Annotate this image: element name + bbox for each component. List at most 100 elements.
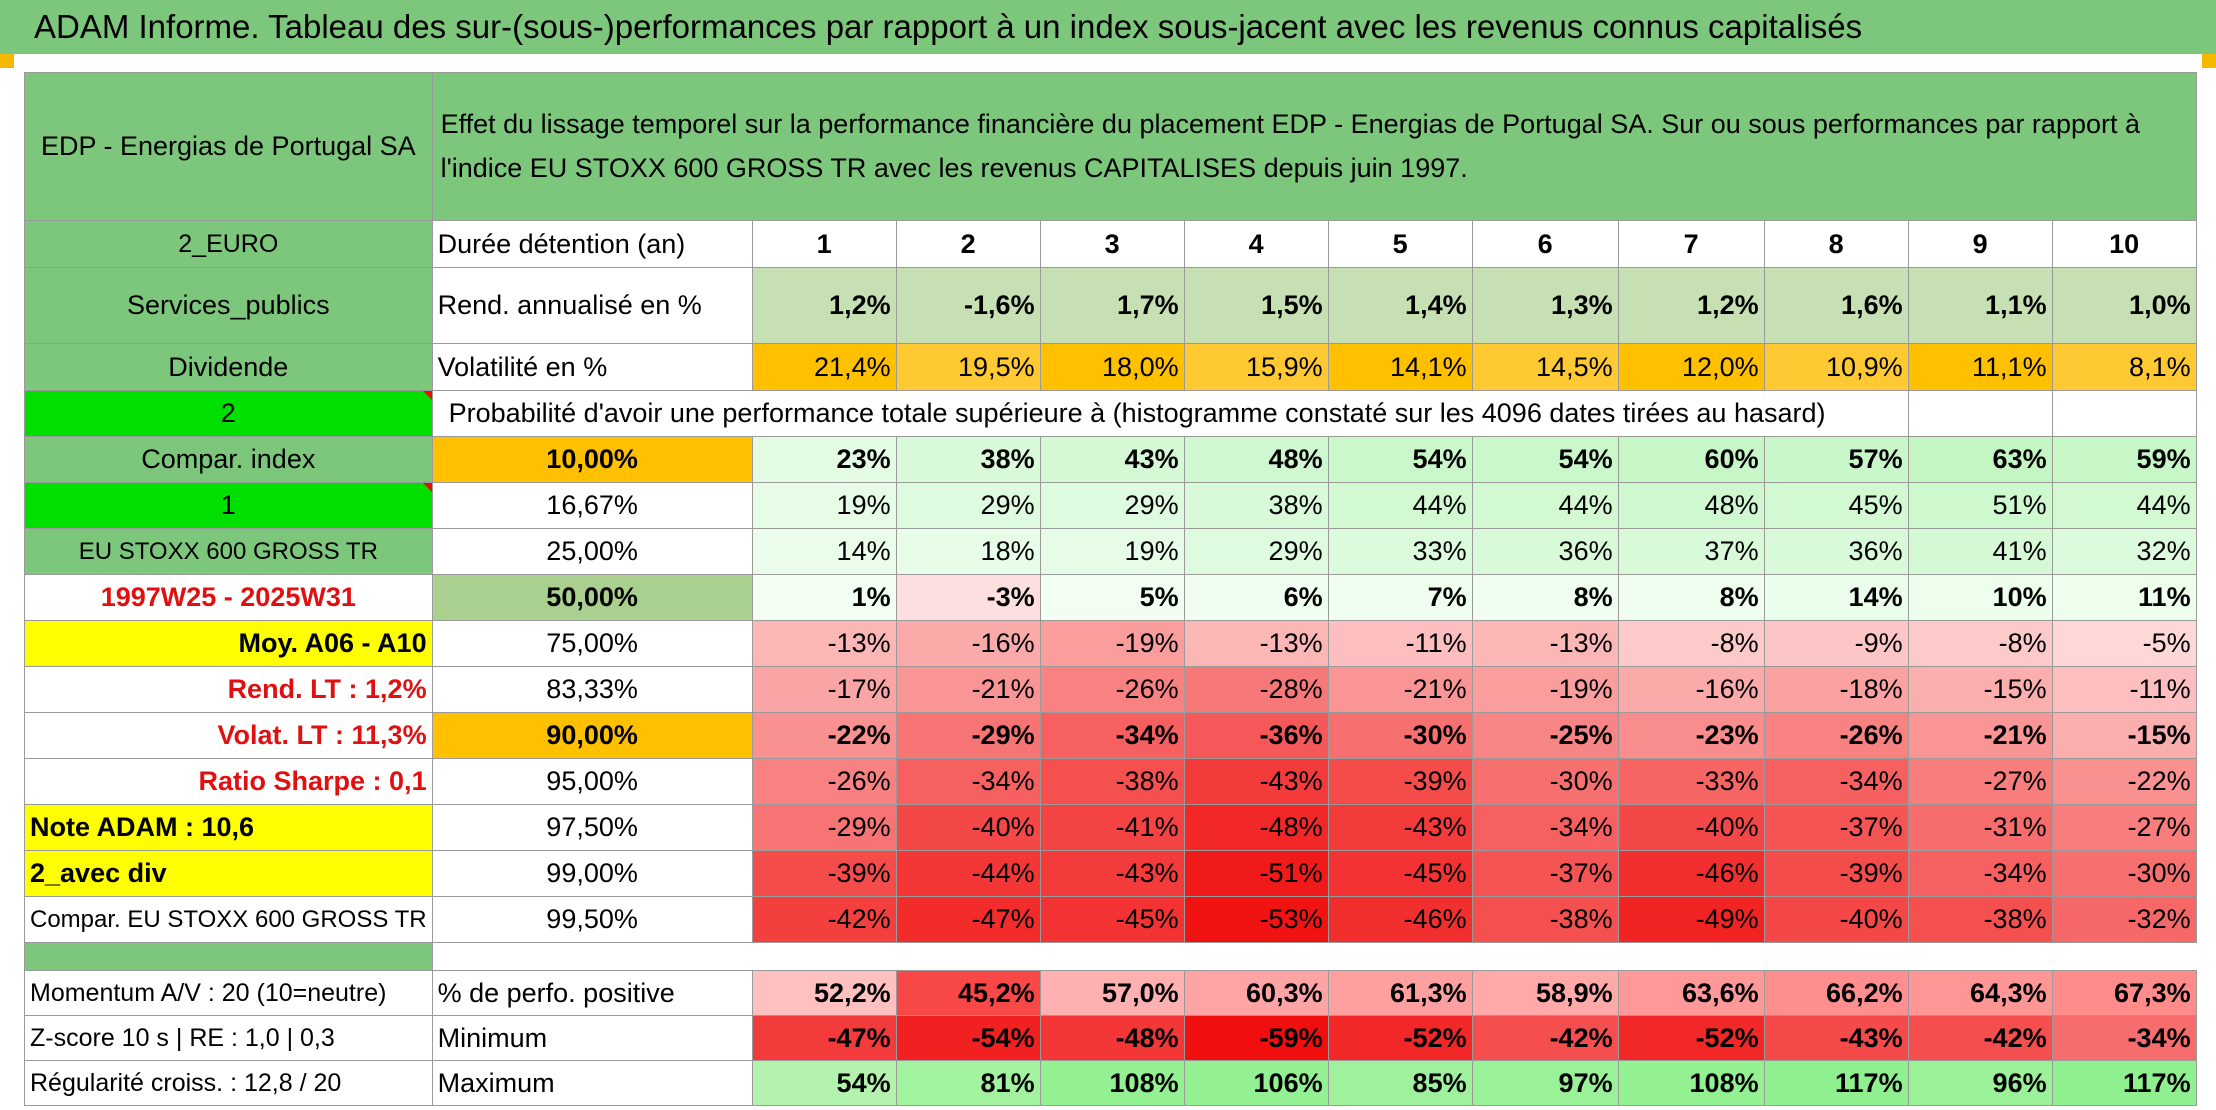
percentile-cell: 38% — [1183, 482, 1329, 529]
rend-value: 1,2% — [1617, 267, 1765, 344]
spacer-green — [24, 942, 433, 971]
empty-cell — [2051, 390, 2197, 437]
percentile-cell: 14% — [751, 528, 897, 575]
percentile-cell: 8% — [1471, 574, 1619, 621]
percentile-cell: -29% — [751, 804, 897, 851]
percentile-cell: -16% — [1617, 666, 1765, 713]
momentum-label: Momentum A/V : 20 (10=neutre) — [24, 970, 433, 1016]
percentile-cell: -53% — [1183, 896, 1329, 943]
maximum-value: 117% — [1763, 1060, 1909, 1106]
minimum-value: -34% — [2051, 1015, 2197, 1061]
percentile-value: 90,00% — [431, 712, 753, 759]
perfo-pos-value: 66,2% — [1763, 970, 1909, 1016]
probability-caption: Probabilité d'avoir une performance tota… — [431, 390, 1909, 437]
comment-marker — [422, 391, 432, 400]
percentile-cell: 54% — [1471, 436, 1619, 483]
percentile-cell: 43% — [1039, 436, 1185, 483]
vol-value: 14,1% — [1327, 343, 1473, 391]
percentile-cell: -28% — [1183, 666, 1329, 713]
vol-value: 10,9% — [1763, 343, 1909, 391]
percentile-cell: -21% — [895, 666, 1041, 713]
percentile-cell: 54% — [1327, 436, 1473, 483]
percentile-cell: -3% — [895, 574, 1041, 621]
percentile-cell: -40% — [1763, 896, 1909, 943]
percentile-cell: -18% — [1763, 666, 1909, 713]
volat-lt-label: Volat. LT : 11,3% — [24, 712, 433, 759]
table-description: Effet du lissage temporel sur la perform… — [431, 72, 2197, 221]
percentile-cell: -30% — [2051, 850, 2197, 897]
maximum-label: Maximum — [431, 1060, 753, 1106]
corner-marker-right — [2202, 54, 2216, 68]
minimum-value: -52% — [1617, 1015, 1765, 1061]
avec-div-label: 2_avec div — [24, 850, 433, 897]
minimum-value: -59% — [1183, 1015, 1329, 1061]
selector-a-value: 2 — [220, 398, 236, 428]
rend-value: 1,0% — [2051, 267, 2197, 344]
note-adam-label: Note ADAM : 10,6 — [24, 804, 433, 851]
percentile-cell: -36% — [1183, 712, 1329, 759]
percentile-cell: -47% — [895, 896, 1041, 943]
percentile-cell: 29% — [1039, 482, 1185, 529]
percentile-cell: -39% — [1763, 850, 1909, 897]
percentile-cell: -39% — [1327, 758, 1473, 805]
percentile-cell: 36% — [1471, 528, 1619, 575]
minimum-value: -42% — [1471, 1015, 1619, 1061]
selector-b-cell[interactable]: 1 — [24, 482, 433, 529]
maximum-value: 81% — [895, 1060, 1041, 1106]
percentile-cell: -8% — [1617, 620, 1765, 667]
selector-a-cell[interactable]: 2 — [24, 390, 433, 437]
sector-label: Services_publics — [24, 267, 433, 344]
maximum-value: 97% — [1471, 1060, 1619, 1106]
rend-label: Rend. annualisé en % — [431, 267, 753, 344]
rend-value: 1,5% — [1183, 267, 1329, 344]
percentile-cell: 48% — [1183, 436, 1329, 483]
zscore-label: Z-score 10 s | RE : 1,0 | 0,3 — [24, 1015, 433, 1061]
rend-value: 1,1% — [1907, 267, 2053, 344]
percentile-cell: 10% — [1907, 574, 2053, 621]
maximum-value: 108% — [1617, 1060, 1765, 1106]
vol-value: 15,9% — [1183, 343, 1329, 391]
percentile-cell: 41% — [1907, 528, 2053, 575]
percentile-cell: -40% — [895, 804, 1041, 851]
perfo-pos-value: 64,3% — [1907, 970, 2053, 1016]
percentile-cell: -34% — [1907, 850, 2053, 897]
year-header: 9 — [1907, 220, 2053, 268]
minimum-value: -43% — [1763, 1015, 1909, 1061]
perfo-pos-value: 63,6% — [1617, 970, 1765, 1016]
percentile-value: 99,50% — [431, 896, 753, 943]
maximum-value: 106% — [1183, 1060, 1329, 1106]
dividend-label: Dividende — [24, 343, 433, 391]
maximum-value: 117% — [2051, 1060, 2197, 1106]
percentile-cell: -9% — [1763, 620, 1909, 667]
percentile-cell: 38% — [895, 436, 1041, 483]
sharpe-label: Ratio Sharpe : 0,1 — [24, 758, 433, 805]
percentile-value: 95,00% — [431, 758, 753, 805]
percentile-cell: 48% — [1617, 482, 1765, 529]
asset-name: EDP - Energias de Portugal SA — [24, 72, 433, 221]
minimum-value: -54% — [895, 1015, 1041, 1061]
percentile-value: 99,00% — [431, 850, 753, 897]
minimum-value: -42% — [1907, 1015, 2053, 1061]
percentile-cell: 5% — [1039, 574, 1185, 621]
percentile-cell: -21% — [1327, 666, 1473, 713]
percentile-value: 10,00% — [431, 436, 753, 483]
percentile-cell: -44% — [895, 850, 1041, 897]
percentile-value: 97,50% — [431, 804, 753, 851]
minimum-value: -52% — [1327, 1015, 1473, 1061]
percentile-cell: -29% — [895, 712, 1041, 759]
percentile-cell: 8% — [1617, 574, 1765, 621]
percentile-cell: -41% — [1039, 804, 1185, 851]
percentile-value: 16,67% — [431, 482, 753, 529]
perfo-pos-value: 58,9% — [1471, 970, 1619, 1016]
year-header: 6 — [1471, 220, 1619, 268]
percentile-cell: -37% — [1763, 804, 1909, 851]
percentile-cell: 11% — [2051, 574, 2197, 621]
percentile-cell: 29% — [895, 482, 1041, 529]
rend-lt-label: Rend. LT : 1,2% — [24, 666, 433, 713]
percentile-cell: -42% — [751, 896, 897, 943]
percentile-cell: -38% — [1907, 896, 2053, 943]
percentile-cell: 59% — [2051, 436, 2197, 483]
percentile-cell: -43% — [1183, 758, 1329, 805]
maximum-value: 85% — [1327, 1060, 1473, 1106]
percentile-cell: -16% — [895, 620, 1041, 667]
